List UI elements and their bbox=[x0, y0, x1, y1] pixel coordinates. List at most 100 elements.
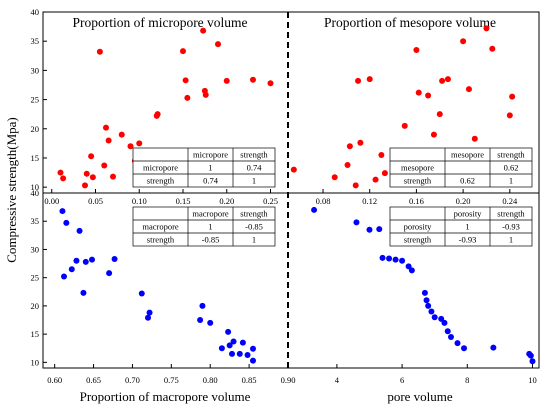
data-point bbox=[101, 162, 108, 169]
y-tick-label: 30 bbox=[31, 65, 40, 75]
data-point bbox=[182, 77, 189, 84]
bottom-left-x-label: Proportion of macropore volume bbox=[80, 389, 251, 404]
data-point bbox=[197, 317, 204, 324]
data-point bbox=[454, 340, 461, 347]
correlation-table bbox=[132, 147, 276, 188]
table-cell: 1 bbox=[509, 176, 513, 186]
table-cell: strength bbox=[147, 176, 175, 186]
x-tick-label: 4 bbox=[335, 375, 340, 385]
data-point bbox=[353, 219, 360, 226]
data-point bbox=[184, 94, 191, 101]
data-point bbox=[60, 175, 67, 182]
table-cell: porosity bbox=[454, 209, 483, 219]
data-point bbox=[83, 170, 90, 177]
table-cell: macropore bbox=[192, 209, 229, 219]
data-point bbox=[439, 77, 446, 84]
table-cell: 0.62 bbox=[460, 176, 475, 186]
x-tick-label: 0.60 bbox=[47, 375, 62, 385]
data-point bbox=[401, 122, 408, 129]
table-cell: strength bbox=[404, 235, 432, 245]
data-point bbox=[96, 48, 103, 55]
data-point bbox=[215, 41, 221, 48]
table-cell: strength bbox=[240, 150, 268, 160]
data-point bbox=[290, 166, 297, 173]
x-tick-label: 0.24 bbox=[502, 196, 518, 206]
data-point bbox=[372, 176, 379, 183]
table-cell: 0.62 bbox=[504, 163, 519, 173]
data-point bbox=[408, 267, 415, 274]
table-cell: strength bbox=[404, 176, 432, 186]
x-tick-label: 0.00 bbox=[44, 196, 59, 206]
data-point bbox=[111, 256, 118, 263]
data-point bbox=[89, 256, 95, 263]
data-point bbox=[223, 77, 230, 84]
x-tick-label: 0.65 bbox=[86, 375, 101, 385]
data-point bbox=[250, 357, 256, 364]
data-point bbox=[413, 46, 420, 53]
data-point bbox=[200, 27, 207, 34]
data-point bbox=[399, 257, 406, 264]
data-point bbox=[506, 112, 513, 119]
data-point bbox=[421, 289, 428, 296]
data-point bbox=[61, 273, 67, 280]
x-tick-label: 10 bbox=[528, 375, 537, 385]
correlation-table bbox=[389, 206, 533, 247]
data-point bbox=[366, 226, 373, 233]
data-point bbox=[103, 124, 109, 131]
data-point bbox=[202, 91, 209, 98]
table-cell: mesopore bbox=[451, 150, 484, 160]
data-point bbox=[80, 289, 87, 296]
data-point bbox=[82, 258, 89, 265]
x-tick-label: 0.16 bbox=[409, 196, 424, 206]
data-point bbox=[136, 140, 143, 147]
x-tick-label: 0.20 bbox=[456, 196, 471, 206]
data-point bbox=[441, 319, 448, 326]
y-tick-label: 15 bbox=[31, 153, 40, 163]
data-point bbox=[405, 263, 412, 270]
data-point bbox=[381, 170, 388, 177]
table-cell: strength bbox=[147, 235, 175, 245]
data-point bbox=[346, 143, 353, 150]
data-point bbox=[73, 257, 80, 264]
x-tick-label: 0.10 bbox=[132, 196, 147, 206]
data-point bbox=[386, 255, 393, 262]
data-point bbox=[471, 135, 478, 142]
data-point bbox=[425, 302, 432, 309]
data-point bbox=[444, 328, 451, 335]
data-point bbox=[331, 174, 338, 181]
data-point bbox=[250, 76, 256, 83]
data-point bbox=[89, 174, 96, 181]
data-point bbox=[88, 153, 95, 160]
data-point bbox=[57, 169, 64, 176]
x-tick-label: 0.20 bbox=[219, 196, 234, 206]
data-point bbox=[529, 358, 536, 365]
table-cell: strength bbox=[497, 209, 525, 219]
x-tick-label: 0.75 bbox=[164, 375, 179, 385]
data-point bbox=[230, 338, 237, 345]
data-point bbox=[311, 206, 318, 213]
data-point bbox=[76, 227, 83, 234]
x-tick-label: 0.70 bbox=[125, 375, 140, 385]
table-cell: macropore bbox=[142, 222, 179, 232]
data-point bbox=[145, 314, 151, 321]
data-point bbox=[118, 131, 125, 138]
y-tick-label: 20 bbox=[31, 301, 40, 311]
data-point bbox=[127, 143, 134, 150]
data-point bbox=[490, 344, 497, 351]
table-cell: porosity bbox=[404, 222, 433, 232]
data-point bbox=[226, 342, 233, 349]
data-point bbox=[244, 352, 251, 359]
table-cell: strength bbox=[240, 209, 268, 219]
data-point bbox=[447, 333, 454, 340]
data-point bbox=[180, 48, 186, 55]
data-point bbox=[59, 208, 66, 215]
x-tick-label: 0.85 bbox=[242, 375, 257, 385]
y-tick-label: 15 bbox=[31, 329, 40, 339]
data-point bbox=[527, 352, 534, 359]
table-cell: mesopore bbox=[401, 163, 434, 173]
data-point bbox=[430, 131, 437, 138]
x-tick-label: 6 bbox=[400, 375, 404, 385]
x-tick-label: 0.15 bbox=[176, 196, 191, 206]
